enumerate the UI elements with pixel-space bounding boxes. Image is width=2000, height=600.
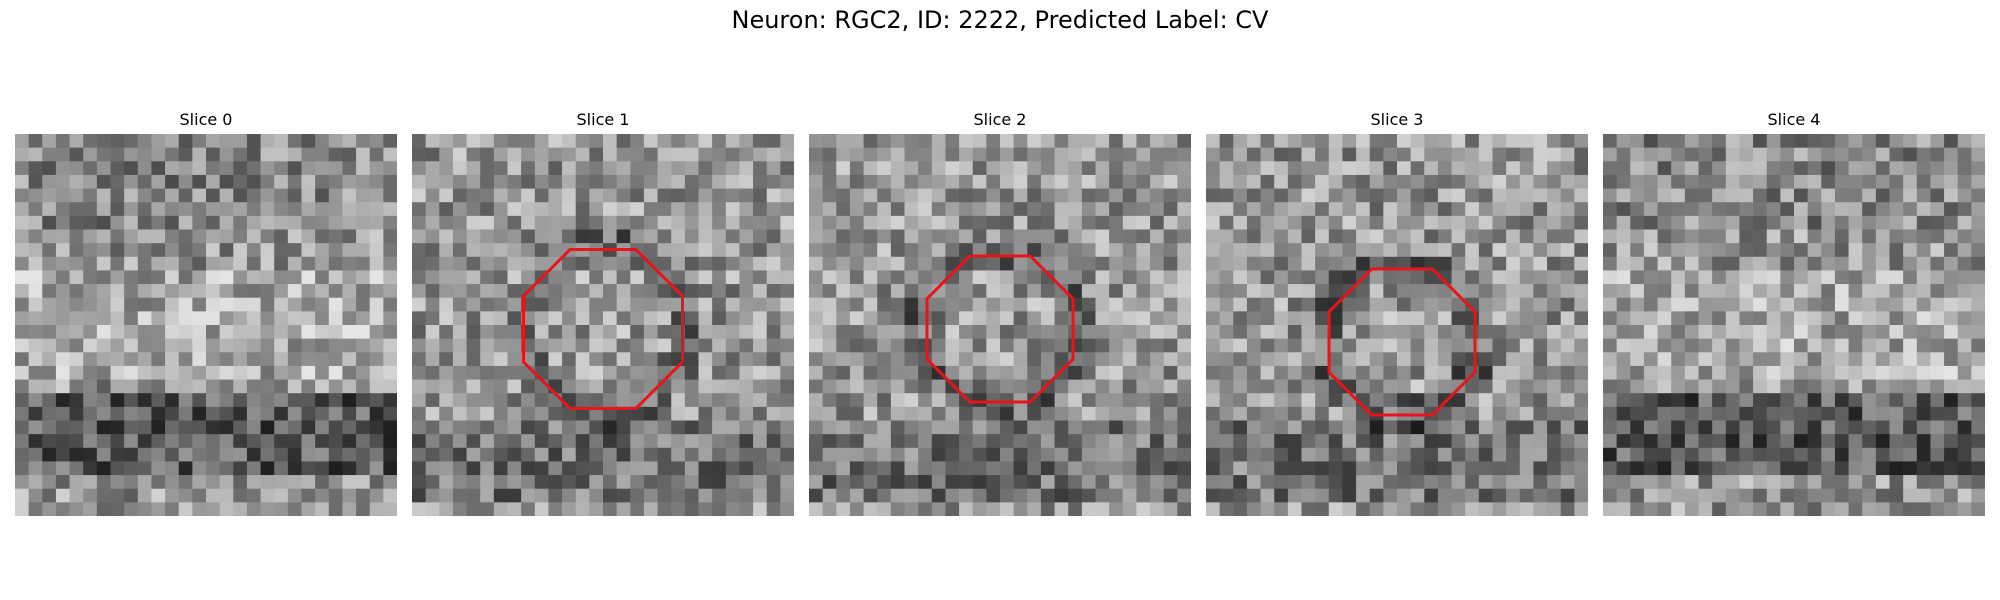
pixel-grid <box>1603 134 1985 516</box>
slice-title: Slice 2 <box>973 110 1027 129</box>
segmentation-outline <box>1327 267 1477 417</box>
pixel-grid <box>809 134 1191 516</box>
slice-image-3 <box>1206 134 1588 516</box>
segmentation-outline <box>522 248 684 410</box>
pixel-grid <box>15 134 397 516</box>
pixel-grid <box>412 134 794 516</box>
slice-panel-4: Slice 4 <box>1603 108 1985 516</box>
segmentation-outline <box>925 254 1075 404</box>
slice-panel-3: Slice 3 <box>1206 108 1588 516</box>
slice-title: Slice 0 <box>179 110 233 129</box>
slice-image-2 <box>809 134 1191 516</box>
slice-title: Slice 3 <box>1370 110 1424 129</box>
slice-image-1 <box>412 134 794 516</box>
slice-image-0 <box>15 134 397 516</box>
slice-panel-0: Slice 0 <box>15 108 397 516</box>
pixel-grid <box>1206 134 1588 516</box>
figure-title: Neuron: RGC2, ID: 2222, Predicted Label:… <box>731 6 1269 34</box>
slice-panel-1: Slice 1 <box>412 108 794 516</box>
slice-image-4 <box>1603 134 1985 516</box>
slice-title: Slice 4 <box>1767 110 1821 129</box>
slice-panel-2: Slice 2 <box>809 108 1191 516</box>
slice-title: Slice 1 <box>576 110 630 129</box>
